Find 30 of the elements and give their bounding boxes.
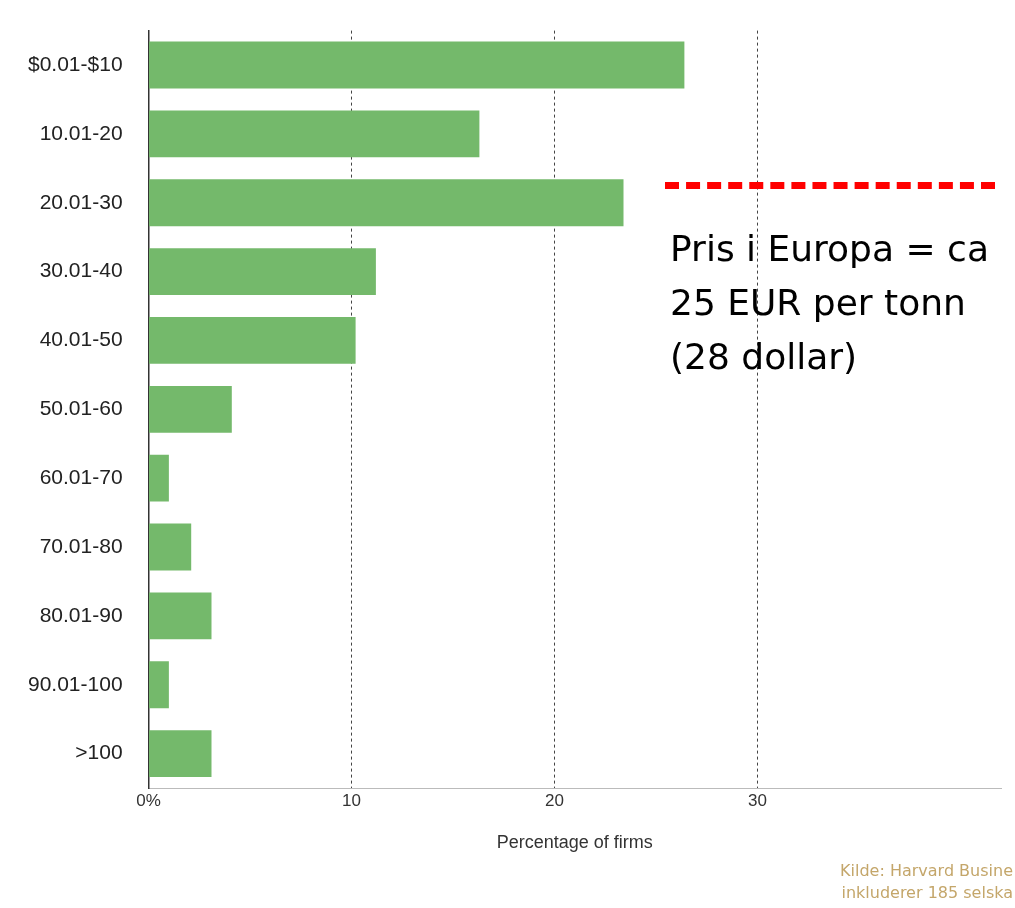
bar xyxy=(149,385,232,433)
bar xyxy=(149,41,685,89)
x-tick-label: 0% xyxy=(136,790,161,810)
y-tick-label: 90.01-100 xyxy=(27,671,123,695)
x-tick-label: 20 xyxy=(545,790,564,810)
y-tick-label: 20.01-30 xyxy=(39,189,123,213)
y-tick-label: 30.01-40 xyxy=(39,258,123,282)
x-tick-label: 10 xyxy=(342,790,361,810)
bar xyxy=(149,730,212,777)
y-tick-label: 40.01-50 xyxy=(39,327,123,351)
x-tick-label: 30 xyxy=(747,790,767,810)
bar xyxy=(149,179,624,227)
bar xyxy=(149,317,356,364)
text: inkluderer 185 selska xyxy=(841,883,1013,903)
y-tick-label: 50.01-60 xyxy=(39,396,123,420)
y-tick-label: 70.01-80 xyxy=(39,533,123,557)
bar xyxy=(149,110,480,158)
x-axis-title: Percentage of firms xyxy=(496,832,653,853)
y-tick-label: >100 xyxy=(75,740,123,764)
annotation: Pris i Europa = ca 25 EUR per tonn (28 dollar) xyxy=(670,227,990,379)
text: Kilde: Harvard Busine xyxy=(840,861,1013,881)
y-tick-label: 80.01-90 xyxy=(39,602,123,626)
bar xyxy=(149,523,192,571)
bar xyxy=(149,592,212,640)
y-tick-label: 10.01-20 xyxy=(39,120,123,144)
y-tick-label: 60.01-70 xyxy=(39,464,123,488)
bar xyxy=(149,661,169,709)
y-tick-label: $0.01-$10 xyxy=(27,51,123,75)
bar xyxy=(149,248,376,295)
bar xyxy=(149,454,169,502)
